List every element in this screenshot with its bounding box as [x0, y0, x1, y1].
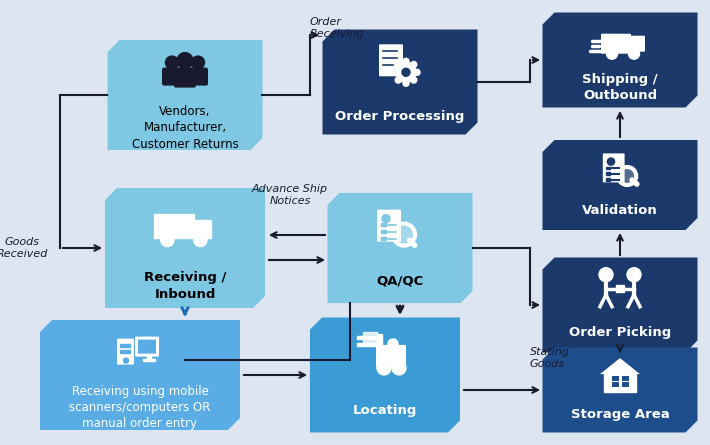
Bar: [381, 223, 386, 226]
Circle shape: [411, 61, 417, 68]
Text: Order Processing: Order Processing: [335, 110, 464, 123]
Bar: [381, 237, 386, 240]
Bar: [606, 172, 610, 175]
Polygon shape: [542, 348, 697, 433]
Circle shape: [414, 69, 420, 75]
Circle shape: [192, 56, 204, 69]
Bar: [147, 356, 151, 360]
Polygon shape: [542, 258, 697, 352]
Text: Storage Area: Storage Area: [571, 408, 670, 421]
Text: Order Picking: Order Picking: [569, 326, 671, 339]
FancyBboxPatch shape: [629, 36, 645, 52]
FancyBboxPatch shape: [601, 34, 631, 54]
Circle shape: [607, 158, 615, 165]
Text: Goods
Received: Goods Received: [0, 237, 48, 259]
FancyBboxPatch shape: [117, 339, 134, 364]
Text: Receiving using mobile
scanners/computers OR
manual order entry: Receiving using mobile scanners/computer…: [70, 385, 211, 430]
FancyBboxPatch shape: [138, 340, 156, 354]
FancyBboxPatch shape: [377, 210, 401, 242]
Bar: [381, 230, 386, 233]
Circle shape: [395, 61, 401, 68]
Bar: [357, 336, 379, 340]
Circle shape: [382, 214, 390, 222]
Bar: [604, 374, 636, 392]
Polygon shape: [542, 12, 697, 108]
Circle shape: [395, 226, 413, 243]
Text: Order
Receiving: Order Receiving: [310, 17, 365, 39]
Circle shape: [620, 169, 635, 183]
Text: Receiving /
Inbound: Receiving / Inbound: [144, 271, 226, 300]
Circle shape: [395, 77, 401, 83]
Polygon shape: [310, 317, 460, 433]
Polygon shape: [40, 320, 240, 430]
Polygon shape: [327, 193, 472, 303]
Circle shape: [124, 358, 129, 363]
Polygon shape: [600, 358, 640, 374]
Bar: [120, 350, 130, 352]
Bar: [612, 376, 619, 381]
Circle shape: [396, 62, 416, 82]
Bar: [154, 214, 194, 238]
Bar: [606, 178, 610, 181]
Circle shape: [392, 69, 398, 75]
Circle shape: [628, 48, 640, 59]
FancyBboxPatch shape: [174, 68, 196, 88]
FancyBboxPatch shape: [162, 68, 180, 85]
Text: Advance Ship
Notices: Advance Ship Notices: [252, 184, 328, 206]
FancyBboxPatch shape: [379, 44, 403, 76]
Circle shape: [165, 56, 178, 69]
Text: Stating
Goods: Stating Goods: [530, 347, 570, 369]
Polygon shape: [105, 188, 265, 308]
FancyBboxPatch shape: [603, 154, 625, 182]
Bar: [194, 220, 212, 238]
Bar: [616, 285, 624, 292]
Circle shape: [403, 58, 409, 64]
Circle shape: [194, 233, 207, 247]
Polygon shape: [107, 40, 263, 150]
Bar: [143, 359, 155, 361]
Bar: [357, 343, 379, 346]
Circle shape: [411, 77, 417, 83]
FancyBboxPatch shape: [135, 336, 159, 356]
Bar: [606, 166, 610, 169]
Bar: [363, 332, 377, 344]
Circle shape: [606, 48, 618, 59]
Text: Shipping /
Outbound: Shipping / Outbound: [582, 73, 657, 102]
FancyBboxPatch shape: [376, 345, 406, 367]
Text: QA/QC: QA/QC: [376, 275, 424, 287]
Text: Locating: Locating: [353, 404, 417, 417]
Text: Validation: Validation: [582, 203, 658, 217]
Bar: [622, 382, 629, 387]
Circle shape: [388, 339, 398, 349]
Circle shape: [177, 53, 193, 69]
Circle shape: [160, 233, 174, 247]
Circle shape: [392, 361, 406, 375]
Text: Vendors,
Manufacturer,
Customer Returns: Vendors, Manufacturer, Customer Returns: [131, 105, 239, 150]
Circle shape: [627, 268, 641, 282]
Bar: [622, 376, 629, 381]
Bar: [377, 334, 382, 354]
FancyBboxPatch shape: [190, 68, 208, 85]
Circle shape: [402, 68, 410, 76]
Polygon shape: [322, 29, 478, 134]
Circle shape: [403, 80, 409, 86]
Polygon shape: [542, 140, 697, 230]
Bar: [120, 344, 130, 347]
Bar: [612, 382, 619, 387]
Circle shape: [377, 361, 391, 375]
Circle shape: [599, 268, 613, 282]
